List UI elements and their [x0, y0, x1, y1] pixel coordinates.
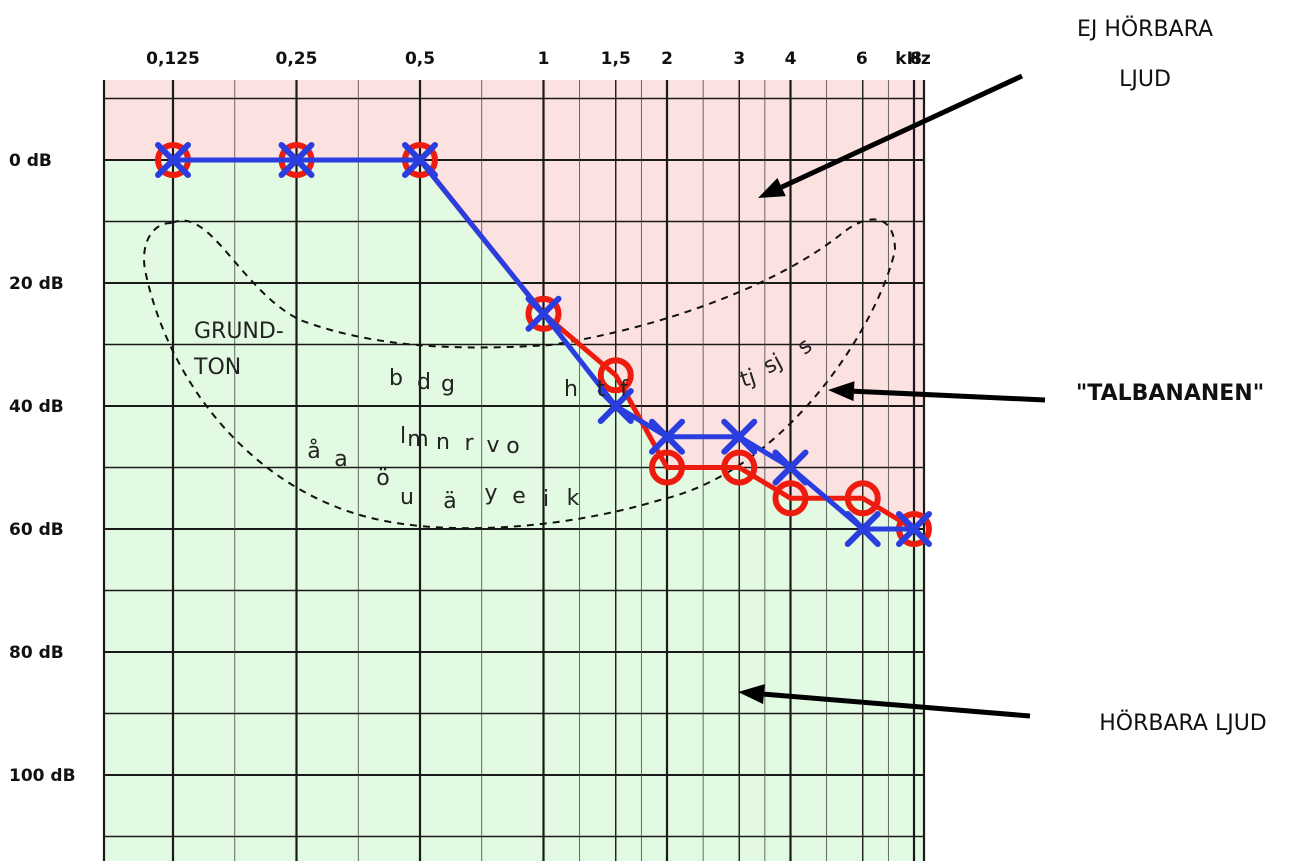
speech-sound-label: ö — [376, 466, 389, 491]
blue-cross-marker — [896, 511, 932, 547]
x-tick-label: 4 — [785, 49, 797, 69]
grundton-line2: TON — [193, 355, 241, 380]
red-circle-marker — [649, 449, 685, 486]
background-layer — [104, 80, 924, 861]
arrow-shaft — [780, 73, 1024, 190]
speech-sound-label: t — [597, 377, 606, 402]
speech-sound-label: o — [506, 434, 519, 459]
blue-cross-marker — [155, 142, 191, 178]
blue-cross-marker — [721, 418, 758, 455]
speech-sound-label: a — [334, 447, 347, 472]
red-circle-marker — [772, 480, 809, 517]
series-layer — [155, 142, 932, 547]
speech-sound-label: l — [400, 424, 406, 449]
x-tick-label: 1 — [538, 49, 550, 69]
x-tick-label: 0,25 — [276, 49, 318, 69]
arrow-speech-banana — [828, 381, 1046, 403]
y-tick-label: 0 dB — [9, 151, 52, 171]
speech-sound-label: ä — [443, 489, 456, 514]
speech-sound-label: n — [436, 430, 450, 455]
y-tick-label: 20 dB — [9, 274, 64, 294]
x-tick-label: 0,125 — [146, 49, 200, 69]
blue-cross-marker — [772, 449, 809, 486]
speech-sound-label: m — [407, 427, 428, 452]
speech-sound-label: v — [486, 433, 499, 458]
speech-sound-label: y — [484, 481, 497, 506]
speech-sound-label: u — [400, 485, 414, 510]
cross-stroke — [597, 388, 634, 424]
cross-stroke — [402, 142, 438, 178]
red-circle-marker — [844, 480, 881, 517]
x-tick-label: 8 — [910, 49, 922, 69]
y-tick-label: 80 dB — [9, 643, 64, 663]
red-circle-marker — [525, 295, 562, 332]
cross-stroke — [525, 295, 562, 332]
arrow-inaudible — [758, 73, 1024, 198]
arrow-head — [758, 178, 786, 198]
speech-sound-label: h — [564, 377, 578, 402]
inaudible-label-line1: EJ HÖRBARA — [1077, 16, 1213, 42]
inaudible-label-line2: LJUD — [1119, 67, 1171, 92]
cross-stroke — [721, 418, 758, 455]
y-tick-label: 40 dB — [9, 397, 64, 417]
blue-cross-marker — [844, 511, 881, 547]
cross-stroke — [278, 142, 315, 178]
blue-cross-marker — [597, 388, 634, 424]
arrow-audible — [738, 684, 1031, 719]
grundton-line1: GRUND- — [194, 319, 284, 344]
cross-stroke — [772, 449, 809, 486]
speech-sound-label: b — [389, 366, 403, 391]
audible-label: HÖRBARA LJUD — [1099, 710, 1267, 736]
speech-banana-label: "TALBANANEN" — [1076, 381, 1264, 406]
x-tick-label: 6 — [856, 49, 868, 69]
x-tick-label: 1,5 — [601, 49, 631, 69]
x-tick-label: 0,5 — [405, 49, 435, 69]
x-tick-label: 2 — [661, 49, 673, 69]
speech-sound-label: k — [567, 486, 580, 511]
cross-stroke — [155, 142, 191, 178]
annotation-layer: EJ HÖRBARA LJUD HÖRBARA LJUD "TALBANANEN" GR… — [193, 16, 1267, 736]
speech-sound-label: r — [464, 431, 474, 456]
y-tick-label: 100 dB — [9, 766, 76, 786]
inaudible-region — [104, 80, 924, 529]
arrow-head — [828, 381, 855, 402]
speech-sound-label: d — [417, 370, 431, 395]
arrow-shaft — [763, 691, 1031, 719]
y-tick-label: 60 dB — [9, 520, 64, 540]
speech-sound-label: i — [543, 487, 549, 512]
blue-series-line — [173, 157, 914, 532]
speech-sound-label: f — [620, 377, 629, 402]
blue-cross-marker — [402, 142, 438, 178]
red-circle-marker — [597, 357, 634, 394]
x-unit-label: kHz — [895, 49, 931, 69]
speech-sound-label: e — [512, 484, 526, 509]
speech-sound-label: g — [441, 372, 455, 397]
red-circle-marker — [721, 449, 758, 486]
cross-stroke — [896, 511, 932, 547]
arrow-head — [738, 684, 765, 705]
arrow-shaft — [853, 388, 1046, 403]
speech-sound-label: tj — [737, 365, 759, 393]
cross-stroke — [649, 418, 685, 455]
cross-stroke — [844, 511, 881, 547]
grid-layer — [102, 80, 926, 861]
blue-cross-marker — [525, 295, 562, 332]
speech-sound-label: å — [307, 438, 320, 464]
blue-cross-marker — [278, 142, 315, 178]
x-tick-label: 3 — [733, 49, 745, 69]
blue-cross-marker — [649, 418, 685, 455]
